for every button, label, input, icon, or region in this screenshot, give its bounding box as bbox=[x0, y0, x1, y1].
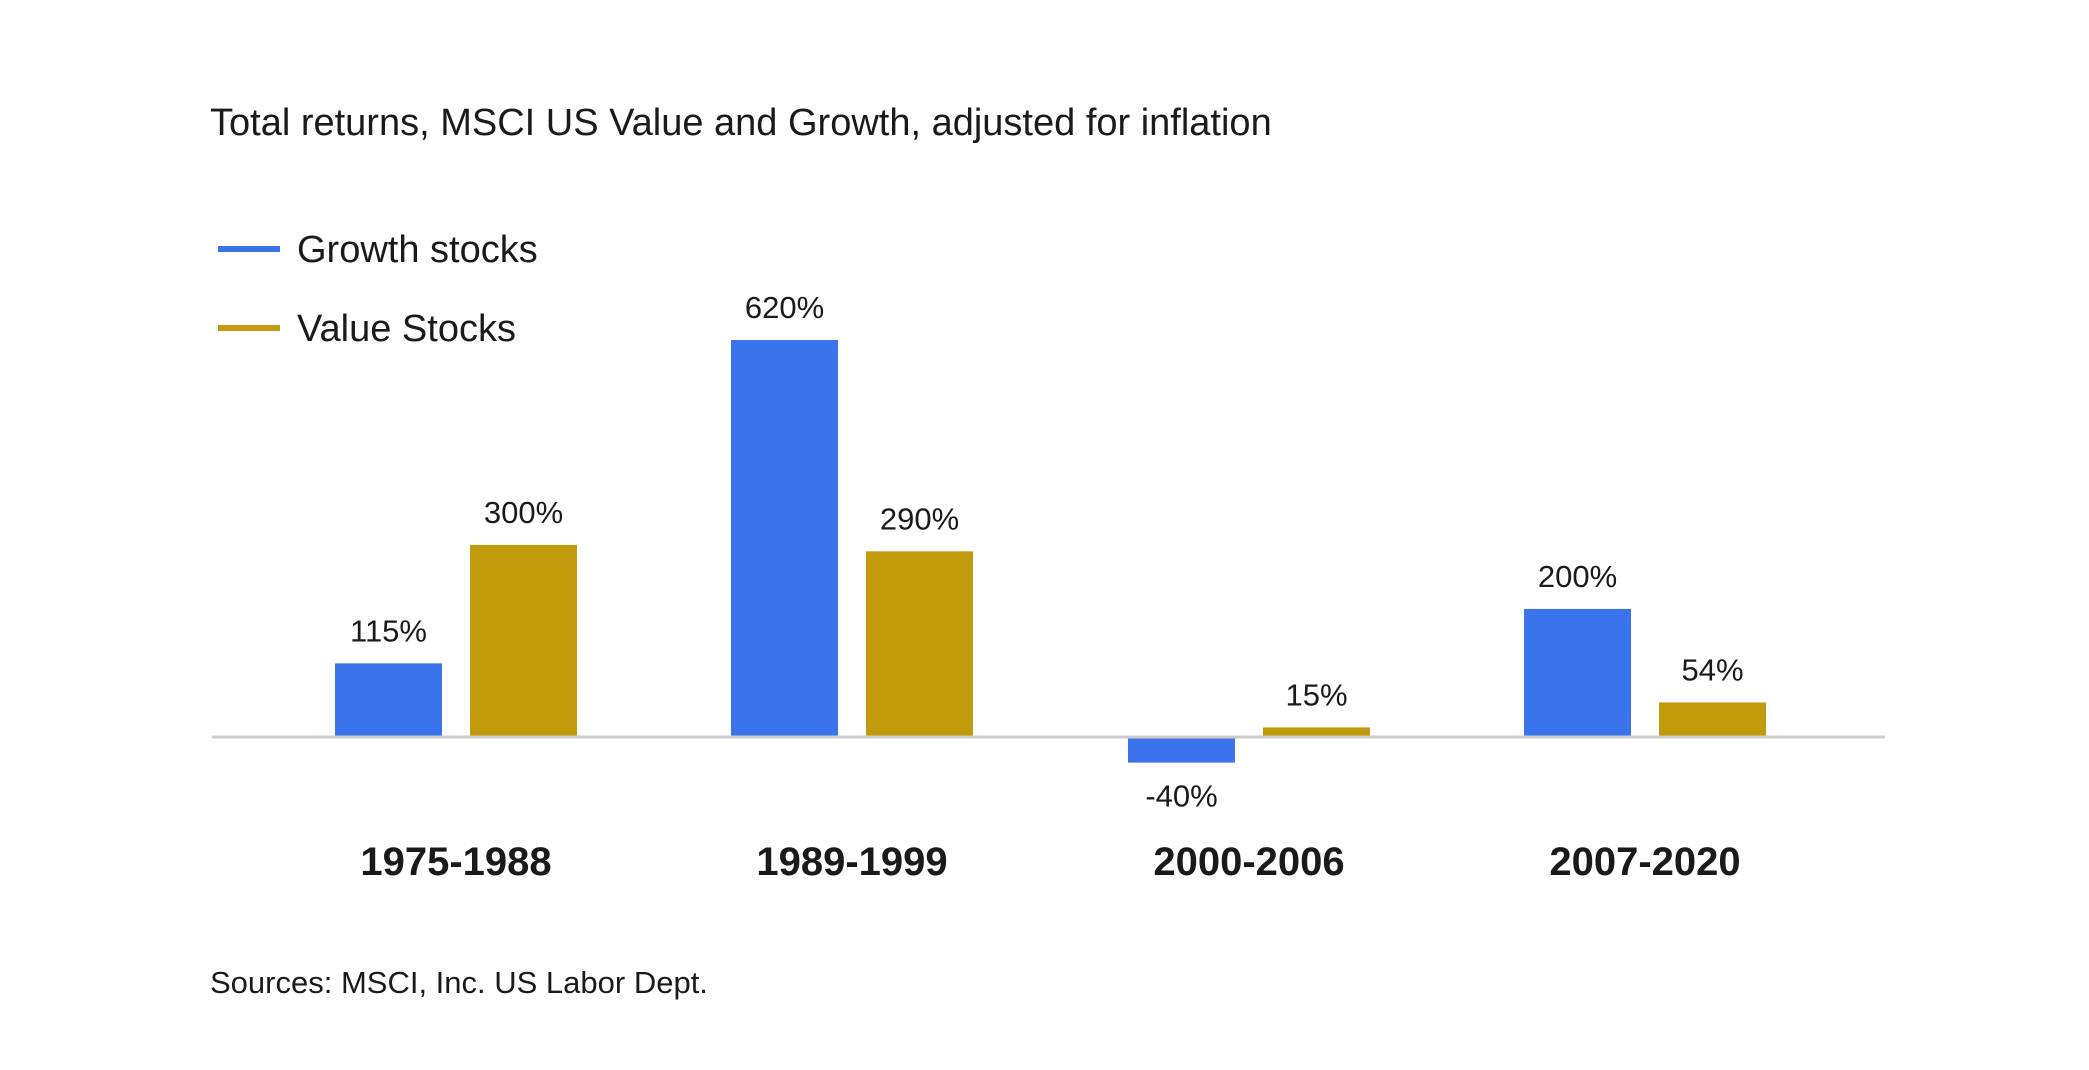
data-labels: 115% 300% 620% 290% -40% 15% 200% 54% bbox=[350, 290, 1744, 814]
legend: Growth stocks Value Stocks bbox=[218, 229, 538, 350]
data-label-growth-2007-2020: 200% bbox=[1538, 559, 1617, 594]
data-label-value-2007-2020: 54% bbox=[1681, 652, 1743, 687]
bar-value-1989-1999 bbox=[866, 551, 973, 737]
data-label-growth-2000-2006: -40% bbox=[1145, 779, 1217, 814]
bar-growth-2007-2020 bbox=[1524, 608, 1631, 737]
bars bbox=[335, 340, 1766, 763]
data-label-value-2000-2006: 15% bbox=[1285, 677, 1347, 712]
data-label-growth-1975-1988: 115% bbox=[350, 613, 427, 648]
category-labels: 1975-1988 1989-1999 2000-2006 2007-2020 bbox=[360, 840, 1740, 884]
category-label-1989-1999: 1989-1999 bbox=[756, 840, 947, 884]
legend-label-value: Value Stocks bbox=[297, 308, 516, 350]
bar-growth-1989-1999 bbox=[731, 340, 838, 737]
data-label-value-1975-1988: 300% bbox=[484, 495, 563, 530]
legend-label-growth: Growth stocks bbox=[297, 229, 538, 271]
chart-title: Total returns, MSCI US Value and Growth,… bbox=[210, 102, 1272, 144]
data-label-growth-1989-1999: 620% bbox=[745, 290, 824, 325]
bar-value-2007-2020 bbox=[1659, 702, 1766, 737]
category-label-2007-2020: 2007-2020 bbox=[1549, 840, 1740, 884]
bar-value-1975-1988 bbox=[470, 544, 577, 737]
bar-growth-1975-1988 bbox=[335, 663, 442, 737]
category-label-1975-1988: 1975-1988 bbox=[360, 840, 551, 884]
bar-value-2000-2006 bbox=[1263, 727, 1370, 737]
source-note: Sources: MSCI, Inc. US Labor Dept. bbox=[210, 965, 708, 1000]
bar-growth-2000-2006 bbox=[1128, 737, 1235, 763]
category-label-2000-2006: 2000-2006 bbox=[1153, 840, 1344, 884]
data-label-value-1989-1999: 290% bbox=[880, 501, 959, 536]
